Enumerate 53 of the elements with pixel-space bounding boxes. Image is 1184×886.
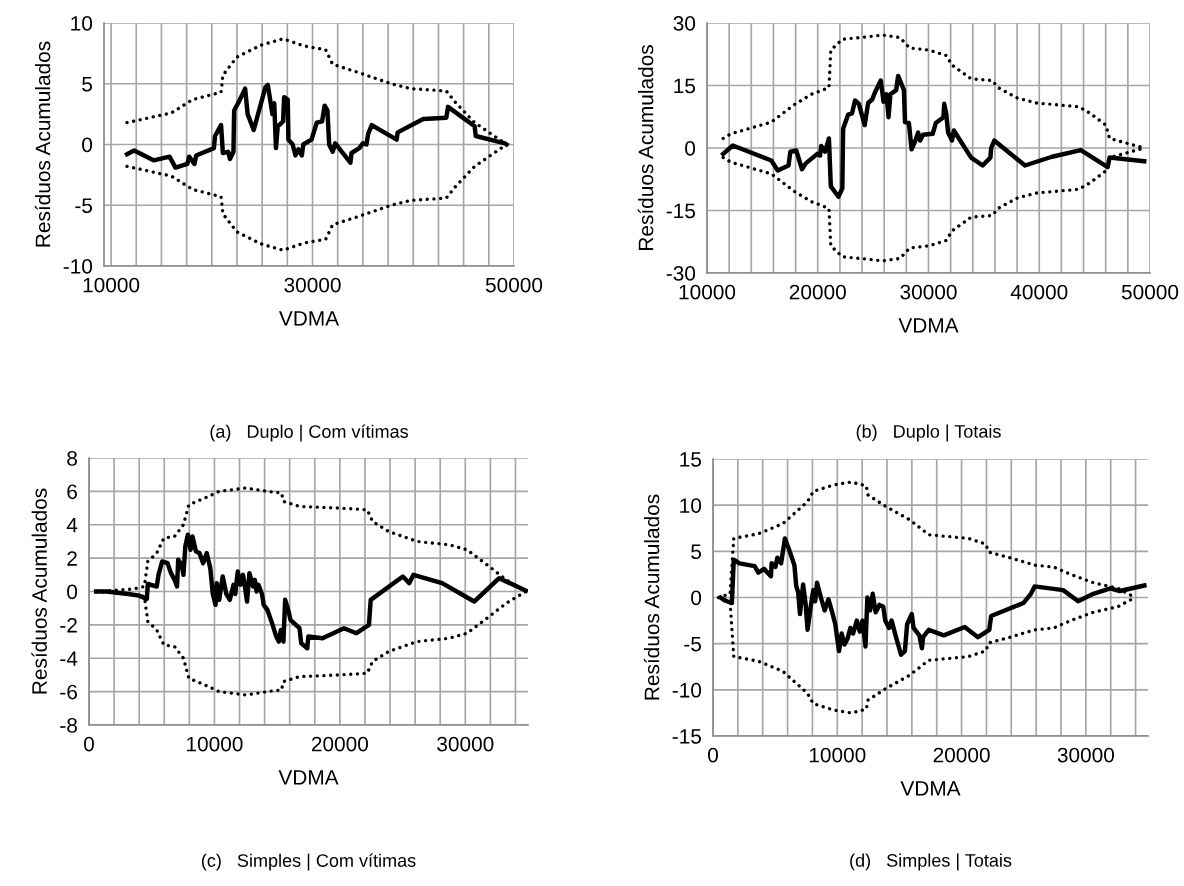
x-axis-title: VDMA: [279, 311, 340, 326]
text: (c) Simples | Com vítimas: [201, 853, 416, 871]
y-axis-title: Resíduos Acumulados: [637, 45, 654, 250]
y-tick-label: -4: [60, 651, 78, 666]
text: (a) Duplo | Com vítimas: [210, 424, 409, 442]
y-tick-label: -2: [60, 617, 77, 633]
x-axis-title: VDMA: [898, 318, 959, 333]
text: (d) Simples | Totais: [850, 853, 1012, 871]
x-tick-label: 10000: [679, 284, 736, 300]
y-tick-label: -5: [75, 198, 93, 213]
y-axis-title: Resíduos Acumulados: [34, 41, 51, 247]
x-tick-label: 0: [708, 747, 718, 763]
y-tick-label: 6: [67, 484, 77, 500]
y-tick-label: 5: [691, 544, 702, 560]
x-axis-title: VDMA: [278, 770, 339, 785]
x-tick-label: 10000: [187, 736, 243, 752]
y-tick-label: 8: [67, 451, 77, 466]
y-tick-label: 15: [674, 78, 696, 94]
y-tick-label: -15: [672, 729, 702, 744]
y-tick-label: 0: [82, 137, 93, 153]
x-tick-label: 30000: [284, 277, 341, 293]
x-tick-label: 10000: [83, 277, 140, 293]
y-tick-label: 2: [67, 551, 77, 566]
x-tick-label: 20000: [933, 747, 990, 763]
x-tick-label: 20000: [311, 736, 369, 752]
y-tick-label: 5: [82, 76, 93, 92]
x-tick-label: 30000: [437, 736, 494, 752]
x-tick-label: 50000: [1121, 284, 1179, 300]
y-tick-label: -10: [672, 682, 702, 698]
y-tick-label: -15: [666, 203, 696, 219]
y-tick-label: 0: [691, 590, 702, 606]
text: (b) Duplo | Totais: [856, 424, 1001, 442]
y-tick-label: 4: [66, 517, 78, 533]
y-tick-label: -5: [684, 636, 702, 652]
x-tick-label: 30000: [900, 284, 957, 300]
y-tick-label: -30: [666, 266, 696, 281]
x-axis-title: VDMA: [900, 781, 961, 796]
y-tick-label: -6: [60, 684, 77, 700]
y-tick-label: 0: [67, 584, 78, 600]
y-tick-label: -10: [63, 259, 93, 274]
y-tick-label: 15: [680, 452, 702, 467]
x-tick-label: 30000: [1057, 747, 1115, 763]
y-tick-label: 10: [680, 498, 702, 513]
y-tick-label: 0: [685, 141, 696, 156]
y-tick-label: 10: [71, 16, 93, 31]
y-axis-title: Resíduos Acumulados: [31, 488, 47, 694]
y-tick-label: -8: [60, 718, 77, 733]
y-axis-title: Resíduos Acumulados: [643, 494, 660, 700]
x-tick-label: 40000: [1010, 284, 1068, 300]
x-tick-label: 20000: [789, 284, 846, 300]
y-tick-label: 30: [673, 16, 696, 31]
x-tick-label: 10000: [809, 747, 866, 763]
x-tick-label: 50000: [485, 277, 543, 293]
